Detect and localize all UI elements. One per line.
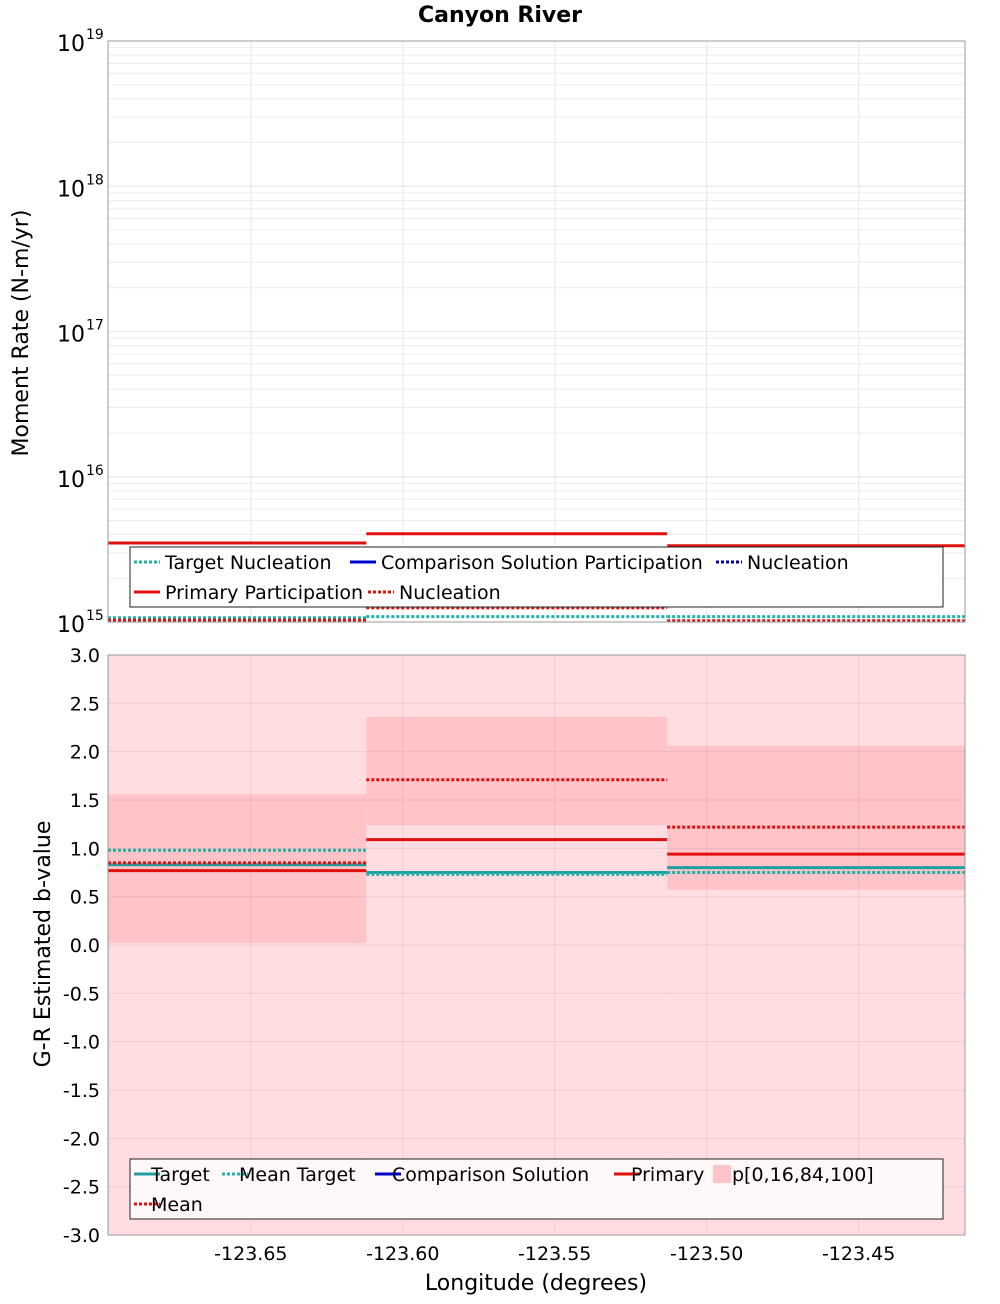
bottom-legend-label: Mean Target [239,1164,356,1186]
top-y-tick-base: 10 [57,323,85,348]
bottom-y-tick-label: -1.5 [63,1080,100,1102]
top-y-tick-exponent: 19 [86,27,104,43]
bottom-y-tick-label: 2.0 [70,742,100,764]
bottom-legend-label: Primary [631,1164,704,1186]
top-y-tick-base: 10 [57,613,85,638]
bottom-band-p[0,100] [108,655,367,1235]
x-tick-label: -123.65 [214,1243,287,1265]
top-legend-label: Nucleation [747,552,849,574]
top-y-tick-base: 10 [57,32,85,57]
bottom-y-tick-label: 0.5 [70,887,100,909]
top-y-tick-exponent: 15 [86,608,104,624]
bottom-band-p[16,84] [108,794,367,944]
bottom-y-tick-label: -1.0 [63,1032,100,1054]
top-y-tick-exponent: 16 [86,463,104,479]
bottom-legend-label: Comparison Solution [392,1164,589,1186]
bottom-y-tick-label: -0.5 [63,983,100,1005]
x-tick-label: -123.50 [670,1243,743,1265]
top-legend-label: Nucleation [399,582,501,604]
top-plot-frame [107,40,966,623]
chart-title: Canyon River [418,3,582,28]
top-y-tick-exponent: 17 [86,318,104,334]
top-legend [129,546,944,608]
bottom-plot-frame [107,654,966,1236]
x-tick-label: -123.60 [366,1243,439,1265]
x-tick-label: -123.45 [822,1243,895,1265]
top-y-axis-label: Moment Rate (N-m/yr) [9,210,34,457]
bottom-y-tick-label: 2.5 [70,693,100,715]
x-tick-label: -123.55 [518,1243,591,1265]
bottom-legend-label: Target [150,1164,210,1186]
bottom-y-tick-label: -3.0 [63,1225,100,1247]
b-value-plot: G-R Estimated b-value 3.0 2.5 2.0 1.5 1.0 0.5… [31,645,966,1265]
x-axis-label: Longitude (degrees) [425,1271,647,1296]
bottom-legend-swatch [713,1165,731,1183]
bottom-legend-label: Mean [151,1194,203,1216]
bottom-band-p[16,84] [667,745,965,890]
bottom-y-tick-label: 1.5 [70,790,100,812]
top-legend-label: Primary Participation [165,582,363,604]
bottom-y-tick-label: -2.5 [63,1177,100,1199]
bottom-y-axis-label: G-R Estimated b-value [31,821,56,1068]
top-legend-label: Target Nucleation [164,552,332,574]
top-y-tick-base: 10 [57,177,85,202]
top-y-tick-base: 10 [57,468,85,493]
top-legend-label: Comparison Solution Participation [381,552,703,574]
bottom-legend [129,1158,944,1220]
bottom-legend-label: p[0,16,84,100] [732,1164,874,1186]
bottom-y-tick-label: 3.0 [70,645,100,667]
bottom-y-tick-label: -2.0 [63,1128,100,1150]
bottom-band-p[16,84] [366,716,668,826]
top-y-tick-exponent: 18 [86,172,104,188]
bottom-y-tick-label: 1.0 [70,838,100,860]
bottom-y-tick-label: 0.0 [70,935,100,957]
